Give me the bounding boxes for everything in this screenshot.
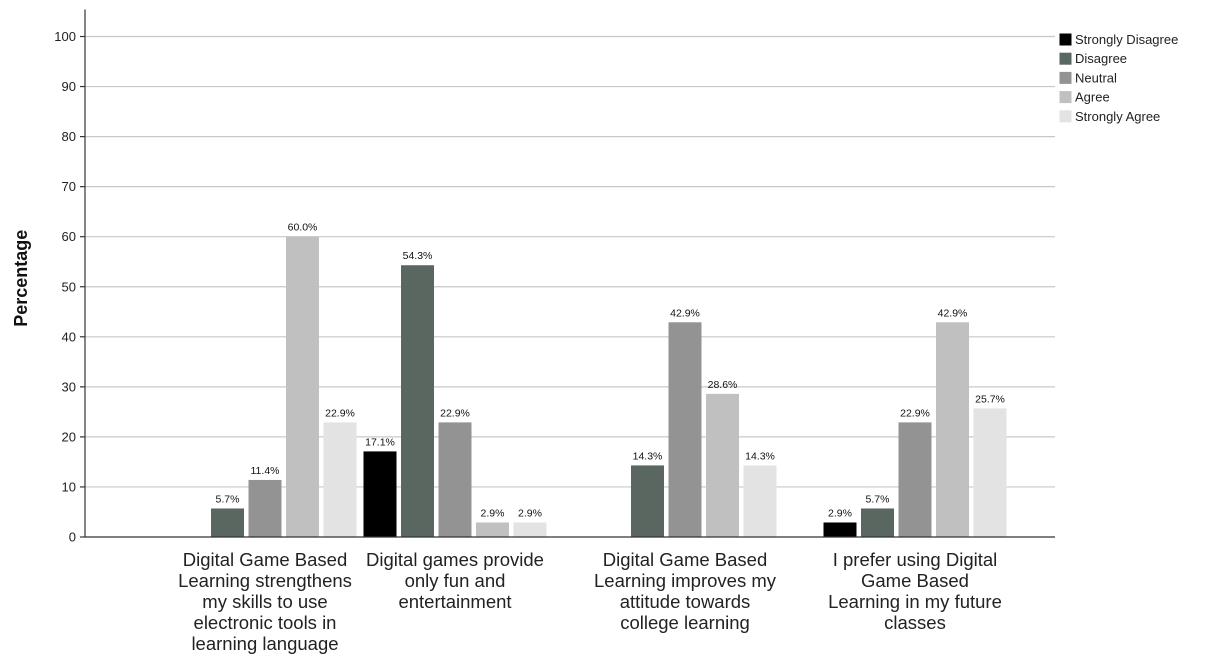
y-tick-label: 20 (62, 429, 76, 444)
category-label-line: Game Based (861, 570, 969, 591)
category-label-line: my skills to use (202, 591, 327, 612)
y-tick-label: 40 (62, 329, 76, 344)
category-labels: Digital Game Based Learning strengthens my… (178, 549, 1002, 654)
y-tick-label: 50 (62, 279, 76, 294)
data-labels: 17.1% 2.9% 5.7% 54.3% 14.3% 5.7% 11.4% 22.9% 42.… (216, 222, 1005, 520)
bar-disagree (401, 265, 434, 537)
bar-disagree (211, 508, 244, 537)
y-tick-label: 70 (62, 179, 76, 194)
category-label-line: Learning in my future (828, 591, 1002, 612)
legend-label: Agree (1075, 90, 1110, 105)
y-tick-label: 90 (62, 79, 76, 94)
category-label-line: entertainment (398, 591, 511, 612)
y-tick-label: 100 (54, 29, 76, 44)
legend-swatch (1059, 71, 1072, 84)
gridlines (85, 35, 1055, 488)
data-label: 42.9% (670, 307, 700, 319)
bar-strongly-agree (513, 522, 547, 537)
category-label-line: Digital Game Based (603, 549, 768, 570)
category-label: I prefer using Digital Game Based Learning… (828, 549, 1002, 633)
y-tick-label: 30 (62, 379, 76, 394)
category-label-line: Digital games provide (366, 549, 544, 570)
y-axis-title: Percentage (11, 230, 31, 327)
bar-agree (476, 522, 509, 537)
category-label: Digital Game Based Learning improves my at… (594, 549, 777, 633)
data-label: 22.9% (440, 407, 470, 419)
bar-neutral (898, 422, 932, 537)
data-label: 5.7% (216, 493, 240, 505)
category-label-line: Learning strengthens (178, 570, 352, 591)
y-tick-label: 10 (62, 479, 76, 494)
legend-label: Strongly Disagree (1075, 32, 1178, 47)
bar-agree (936, 322, 969, 537)
category-label-line: attitude towards (620, 591, 751, 612)
data-label: 14.3% (745, 450, 775, 462)
bar-neutral (248, 479, 282, 537)
bar-disagree (861, 508, 894, 537)
category-label-line: learning language (191, 633, 338, 654)
data-label: 28.6% (708, 379, 738, 391)
data-label: 2.9% (481, 507, 505, 519)
data-label: 5.7% (866, 493, 890, 505)
category-label: Digital Game Based Learning strengthens my… (178, 549, 352, 654)
data-label: 60.0% (288, 222, 318, 234)
data-label: 25.7% (975, 393, 1005, 405)
y-tick-label: 0 (69, 530, 76, 545)
category-label-line: Learning improves my (594, 570, 777, 591)
bar-strongly-agree (323, 422, 357, 537)
data-label: 11.4% (251, 465, 280, 477)
bar-strongly-agree (973, 408, 1007, 537)
y-tick-label: 80 (62, 129, 76, 144)
category-label: Digital games provide only fun and enterta… (366, 549, 544, 612)
bar-neutral (438, 422, 472, 537)
bar-agree (706, 393, 739, 537)
legend: Strongly Disagree Disagree Neutral Agree Str… (1059, 32, 1178, 124)
category-label-line: I prefer using Digital (833, 549, 998, 570)
bar-strongly-agree (743, 465, 777, 537)
legend-label: Disagree (1075, 51, 1127, 66)
bar-neutral (668, 322, 702, 537)
legend-label: Strongly Agree (1075, 109, 1160, 124)
data-label: 42.9% (938, 307, 968, 319)
category-label-line: Digital Game Based (183, 549, 348, 570)
bar-strongly-disagree (363, 451, 397, 537)
data-label: 22.9% (325, 407, 355, 419)
category-label-line: classes (884, 612, 946, 633)
bar-agree (286, 236, 319, 537)
axes (84, 9, 1055, 538)
category-label-line: only fun and (405, 570, 506, 591)
y-tick-label: 60 (62, 229, 76, 244)
data-label: 2.9% (518, 507, 542, 519)
legend-swatch (1059, 52, 1072, 65)
legend-swatch (1059, 110, 1072, 123)
y-axis-ticks: 0 10 20 30 40 50 60 70 80 90 100 (54, 29, 85, 545)
legend-swatch (1059, 91, 1072, 104)
data-label: 2.9% (828, 507, 852, 519)
legend-swatch (1059, 33, 1072, 46)
data-label: 22.9% (900, 407, 930, 419)
legend-label: Neutral (1075, 70, 1117, 85)
bar-strongly-disagree (823, 522, 857, 537)
data-label: 54.3% (403, 250, 433, 262)
category-label-line: college learning (620, 612, 750, 633)
data-label: 14.3% (633, 450, 663, 462)
category-label-line: electronic tools in (194, 612, 337, 633)
bar-disagree (631, 465, 664, 537)
data-label: 17.1% (365, 436, 395, 448)
bars (211, 236, 1007, 537)
